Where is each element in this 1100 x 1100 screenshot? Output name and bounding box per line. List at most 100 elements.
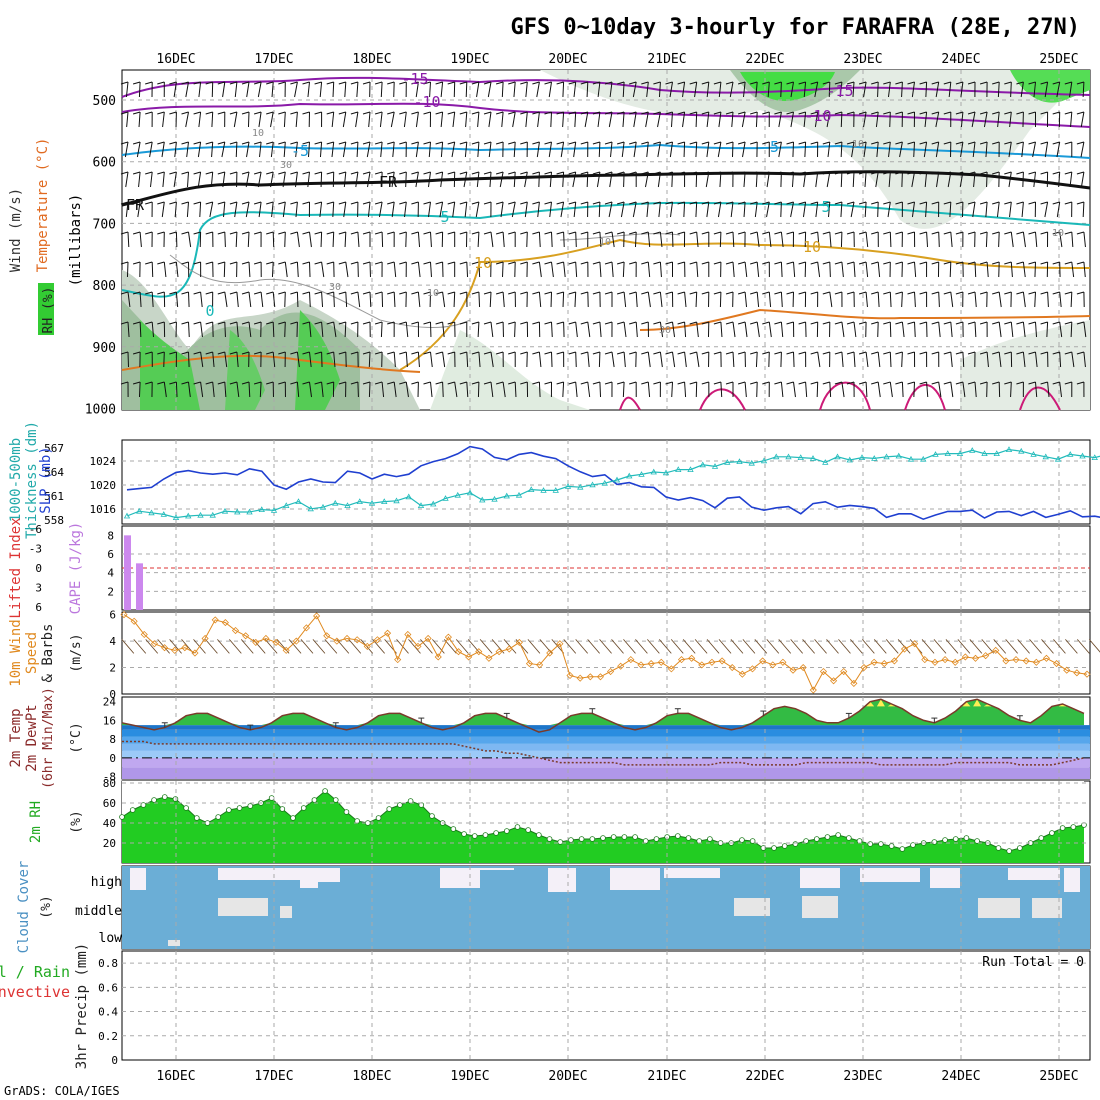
wind10-speed-point — [414, 642, 422, 650]
wind-barb-flag — [750, 111, 758, 115]
wind10-barb — [324, 639, 338, 654]
wind-barb-shaft — [1069, 81, 1073, 98]
wind-barb-flag — [653, 81, 661, 85]
wind-barb-shaft — [682, 111, 686, 128]
wind-barb-shaft — [960, 81, 964, 98]
wind-barb-flag — [435, 321, 443, 325]
wind-barb-shaft — [924, 111, 928, 128]
wind-barb-flag — [725, 321, 734, 325]
wind-barb-shaft — [188, 321, 190, 338]
wind-barb-flag — [290, 261, 298, 265]
temp-grid — [122, 697, 1090, 779]
wind-barb-flag — [834, 111, 843, 115]
wind-barb-shaft — [502, 261, 504, 278]
wind-barb-flag — [641, 171, 649, 175]
wind-barb-shaft — [841, 351, 844, 368]
wind-barb-shaft — [998, 351, 1002, 368]
rh-contour-label: 10 — [252, 128, 264, 139]
wind-barb-shaft — [342, 141, 347, 158]
wind-barb-shaft — [790, 111, 794, 128]
top-date-label: 17DEC — [254, 52, 293, 67]
wind-barb-flag — [217, 81, 225, 85]
wind-barb-flag — [253, 111, 262, 115]
rh-point — [589, 836, 596, 842]
wind-barb-shaft — [562, 291, 565, 308]
wind-barb-flag — [1016, 381, 1024, 385]
wind-barb-flag — [132, 321, 141, 325]
wind-barb-shaft — [390, 111, 395, 128]
wind-barb-shaft — [672, 351, 676, 368]
wind-barb-shaft — [331, 111, 335, 128]
wind-barb-flag — [495, 351, 504, 355]
wind-barb-flag — [362, 351, 371, 355]
wind-barb-shaft — [998, 291, 1002, 308]
label-cloud: Cloud Cover — [16, 861, 32, 954]
wind-barb-shaft — [623, 291, 627, 308]
wind-barb-flag — [459, 171, 467, 175]
wind-barb-flag — [326, 351, 334, 355]
wind-barb-flag — [762, 261, 770, 265]
wind-barb-shaft — [139, 291, 142, 308]
wind-barb-flag — [858, 201, 867, 205]
wind-barb-shaft — [1010, 321, 1014, 338]
wind-barb-shaft — [901, 81, 903, 98]
wind-barb-flag — [387, 81, 395, 85]
wind10-speed-point — [688, 654, 696, 662]
wind-barb-flag — [725, 381, 734, 385]
wind-barb-flag — [447, 351, 455, 355]
wind-barb-shaft — [487, 81, 492, 98]
rh-point — [792, 841, 799, 847]
wind-barb-flag — [447, 261, 455, 265]
precip-tick: 0.2 — [98, 1030, 118, 1043]
rh-point — [899, 846, 906, 852]
wind-barb-flag — [399, 201, 407, 205]
wind-barb-shaft — [804, 141, 807, 158]
wind-barb-shaft — [295, 111, 298, 128]
contour-label: 0 — [205, 302, 214, 320]
wind10-speed-point — [1053, 660, 1061, 668]
wind-barb-flag — [629, 291, 637, 295]
wind-barb-shaft — [924, 171, 928, 188]
wind-barb-shaft — [732, 261, 735, 278]
wind10-speed-point — [647, 660, 655, 668]
wind-barb-shaft — [222, 171, 226, 188]
wind-barb-flag — [532, 81, 540, 85]
wind-barb-flag — [374, 351, 383, 355]
rh-point — [888, 843, 895, 849]
wind-barb-flag — [616, 81, 625, 85]
wind-barb-shaft — [755, 111, 758, 128]
wind10-speed-point — [971, 654, 980, 662]
wind-barb-shaft — [887, 81, 891, 98]
wind-barb-shaft — [1022, 351, 1026, 368]
wind-barb-flag — [665, 231, 673, 235]
wind-barb-flag — [387, 291, 395, 295]
wind-barb-flag — [1076, 321, 1085, 325]
wind-barb-flag — [798, 171, 806, 175]
thickness-point — [246, 508, 253, 515]
wind-barb-shaft — [380, 141, 383, 158]
wind-barb-shaft — [209, 201, 214, 218]
wind-barb-flag — [919, 381, 927, 385]
wind-barb-shaft — [477, 111, 480, 128]
slp-lines — [123, 445, 1100, 521]
wind-barb-flag — [157, 171, 165, 175]
wind-barb-flag — [544, 321, 552, 325]
wind-barb-flag — [1052, 261, 1060, 265]
wind-barb-shaft — [658, 81, 661, 98]
wind-barb-flag — [193, 111, 201, 115]
wind-barb-flag — [423, 171, 431, 175]
wind-barb-flag — [967, 231, 976, 235]
thickness-point — [1079, 452, 1086, 459]
wind-barb-flag — [278, 381, 286, 385]
wind-barb-shaft — [464, 141, 468, 158]
wind-barb-flag — [169, 321, 177, 325]
wind-barb-flag — [955, 291, 964, 295]
wind-barb-shaft — [877, 351, 881, 368]
wind-barb-shaft — [657, 171, 661, 188]
wind-barb-flag — [1040, 261, 1048, 265]
wind-barb-shaft — [405, 381, 409, 398]
wind-barb-shaft — [974, 261, 977, 278]
wind-barb-flag — [725, 141, 734, 145]
wind-barb-shaft — [174, 141, 177, 158]
